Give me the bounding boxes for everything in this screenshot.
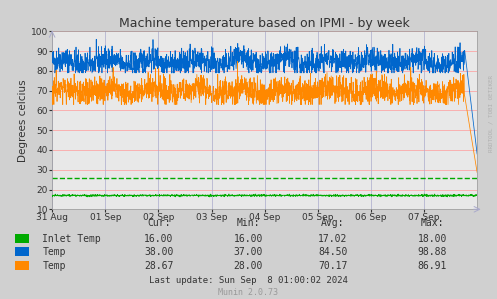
- Text: Min:: Min:: [237, 218, 260, 228]
- Text: 28.00: 28.00: [234, 260, 263, 271]
- Text: 18.00: 18.00: [417, 234, 447, 244]
- Y-axis label: Degrees celcius: Degrees celcius: [18, 79, 28, 162]
- Text: Temp: Temp: [42, 260, 66, 271]
- Text: 86.91: 86.91: [417, 260, 447, 271]
- Text: Last update: Sun Sep  8 01:00:02 2024: Last update: Sun Sep 8 01:00:02 2024: [149, 276, 348, 285]
- Title: Machine temperature based on IPMI - by week: Machine temperature based on IPMI - by w…: [119, 17, 410, 30]
- Text: Temp: Temp: [42, 247, 66, 257]
- Text: 70.17: 70.17: [318, 260, 348, 271]
- Text: 98.88: 98.88: [417, 247, 447, 257]
- Text: Avg:: Avg:: [321, 218, 345, 228]
- Text: Munin 2.0.73: Munin 2.0.73: [219, 288, 278, 297]
- Text: 17.02: 17.02: [318, 234, 348, 244]
- Text: RRDTOOL / TOBI OETIKER: RRDTOOL / TOBI OETIKER: [489, 75, 494, 152]
- Text: Inlet Temp: Inlet Temp: [42, 234, 101, 244]
- Text: 16.00: 16.00: [234, 234, 263, 244]
- Text: 38.00: 38.00: [144, 247, 174, 257]
- Text: 16.00: 16.00: [144, 234, 174, 244]
- Text: 28.67: 28.67: [144, 260, 174, 271]
- Text: 84.50: 84.50: [318, 247, 348, 257]
- Text: Max:: Max:: [420, 218, 444, 228]
- Text: 37.00: 37.00: [234, 247, 263, 257]
- Text: Cur:: Cur:: [147, 218, 171, 228]
